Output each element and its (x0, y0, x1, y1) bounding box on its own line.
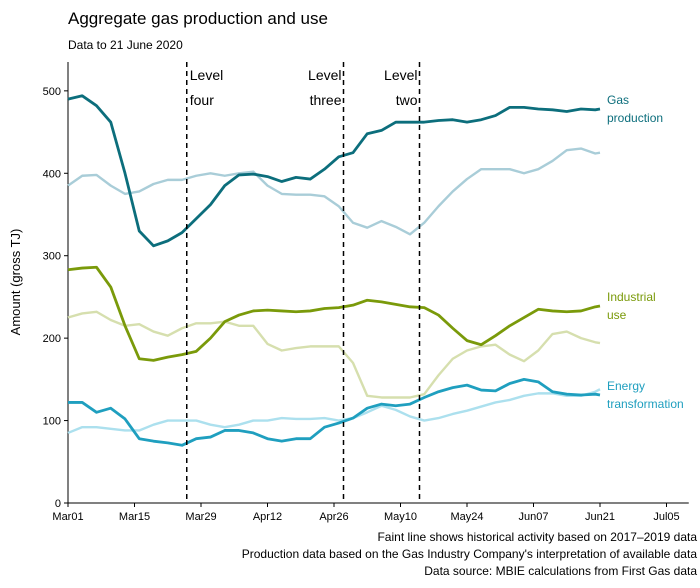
chart-subtitle: Data to 21 June 2020 (68, 38, 183, 52)
series-label: Gas production (607, 93, 663, 125)
x-tick-label: Mar01 (52, 511, 83, 523)
y-tick-label: 0 (55, 498, 61, 510)
footnote: Data source: MBIE calculations from Firs… (424, 564, 697, 578)
x-tick-label: Mar15 (119, 511, 150, 523)
y-tick-label: 200 (43, 333, 61, 345)
series-line (67, 265, 601, 362)
x-tick-label: Jun07 (519, 511, 549, 523)
series-line (68, 377, 601, 447)
y-tick-label: 100 (43, 416, 61, 428)
series-line (67, 310, 601, 399)
level-label: Level two (384, 67, 418, 108)
level-label: Level four (190, 67, 223, 108)
level-label: Level three (308, 67, 342, 108)
y-axis-label: Amount (gross TJ) (8, 229, 23, 336)
series-label: Energy transformation (607, 379, 684, 411)
footnote: Faint line shows historical activity bas… (377, 530, 697, 544)
series-line (67, 147, 601, 236)
x-tick-label: Apr26 (319, 511, 348, 523)
x-tick-label: May10 (384, 511, 417, 523)
footnote: Production data based on the Gas Industr… (242, 547, 698, 561)
y-tick-label: 400 (43, 168, 61, 180)
x-tick-label: Mar29 (185, 511, 216, 523)
chart-title: Aggregate gas production and use (68, 9, 328, 28)
series-label: Industrial use (607, 290, 656, 322)
x-tick-label: Jul05 (653, 511, 679, 523)
x-tick-label: Apr12 (253, 511, 282, 523)
series-line (67, 94, 601, 248)
y-tick-label: 300 (43, 251, 61, 263)
x-tick-label: May24 (450, 511, 483, 523)
x-tick-label: Jun21 (585, 511, 615, 523)
y-tick-label: 500 (43, 86, 61, 98)
series-line (67, 388, 601, 435)
